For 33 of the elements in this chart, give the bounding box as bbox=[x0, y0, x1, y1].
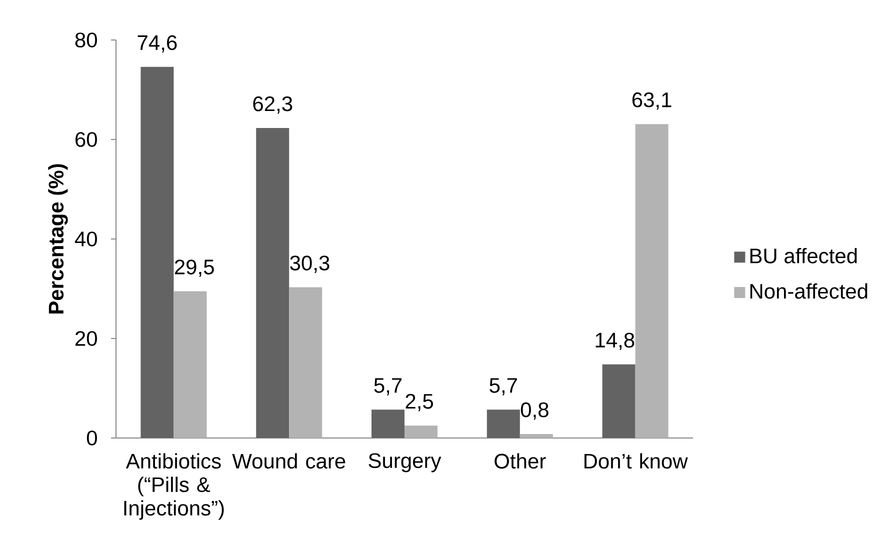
x-tick-label: Don’t know bbox=[584, 453, 688, 469]
data-label: 0,8 bbox=[520, 402, 548, 420]
data-label: 29,5 bbox=[174, 260, 214, 277]
bar bbox=[602, 364, 636, 438]
bar bbox=[520, 434, 553, 438]
data-label: 62,3 bbox=[253, 96, 292, 114]
y-axis-title: Percentage (%) bbox=[48, 164, 68, 314]
bar bbox=[140, 66, 174, 438]
x-tick-label: Other bbox=[494, 453, 546, 469]
legend-label: Non-affected bbox=[750, 283, 868, 299]
data-label: 5,7 bbox=[374, 378, 402, 396]
y-tick-label: 80 bbox=[75, 32, 97, 48]
bar bbox=[289, 287, 322, 438]
y-tick-label: 40 bbox=[74, 232, 97, 246]
data-label: 5,7 bbox=[490, 378, 517, 396]
y-tick-label: 0 bbox=[86, 430, 97, 446]
data-label: 2,5 bbox=[406, 394, 434, 412]
y-tick-label: 20 bbox=[76, 331, 97, 346]
legend-label: BU affected bbox=[750, 248, 857, 264]
bar bbox=[174, 291, 207, 438]
data-label: 14,8 bbox=[596, 332, 634, 350]
x-tick-label: Surgery bbox=[368, 453, 442, 472]
bar bbox=[256, 128, 290, 438]
data-label: 74,6 bbox=[138, 35, 177, 53]
y-tick-label: 60 bbox=[76, 132, 97, 147]
data-label: 30,3 bbox=[290, 256, 330, 273]
data-label: 63,1 bbox=[632, 92, 672, 110]
bar bbox=[404, 426, 438, 438]
bar bbox=[486, 410, 520, 438]
bar bbox=[635, 124, 668, 438]
bar bbox=[372, 410, 405, 438]
x-tick-label: Antibiotics (“Pills & Injections”) bbox=[124, 453, 224, 520]
x-tick-label: Wound care bbox=[232, 453, 346, 469]
